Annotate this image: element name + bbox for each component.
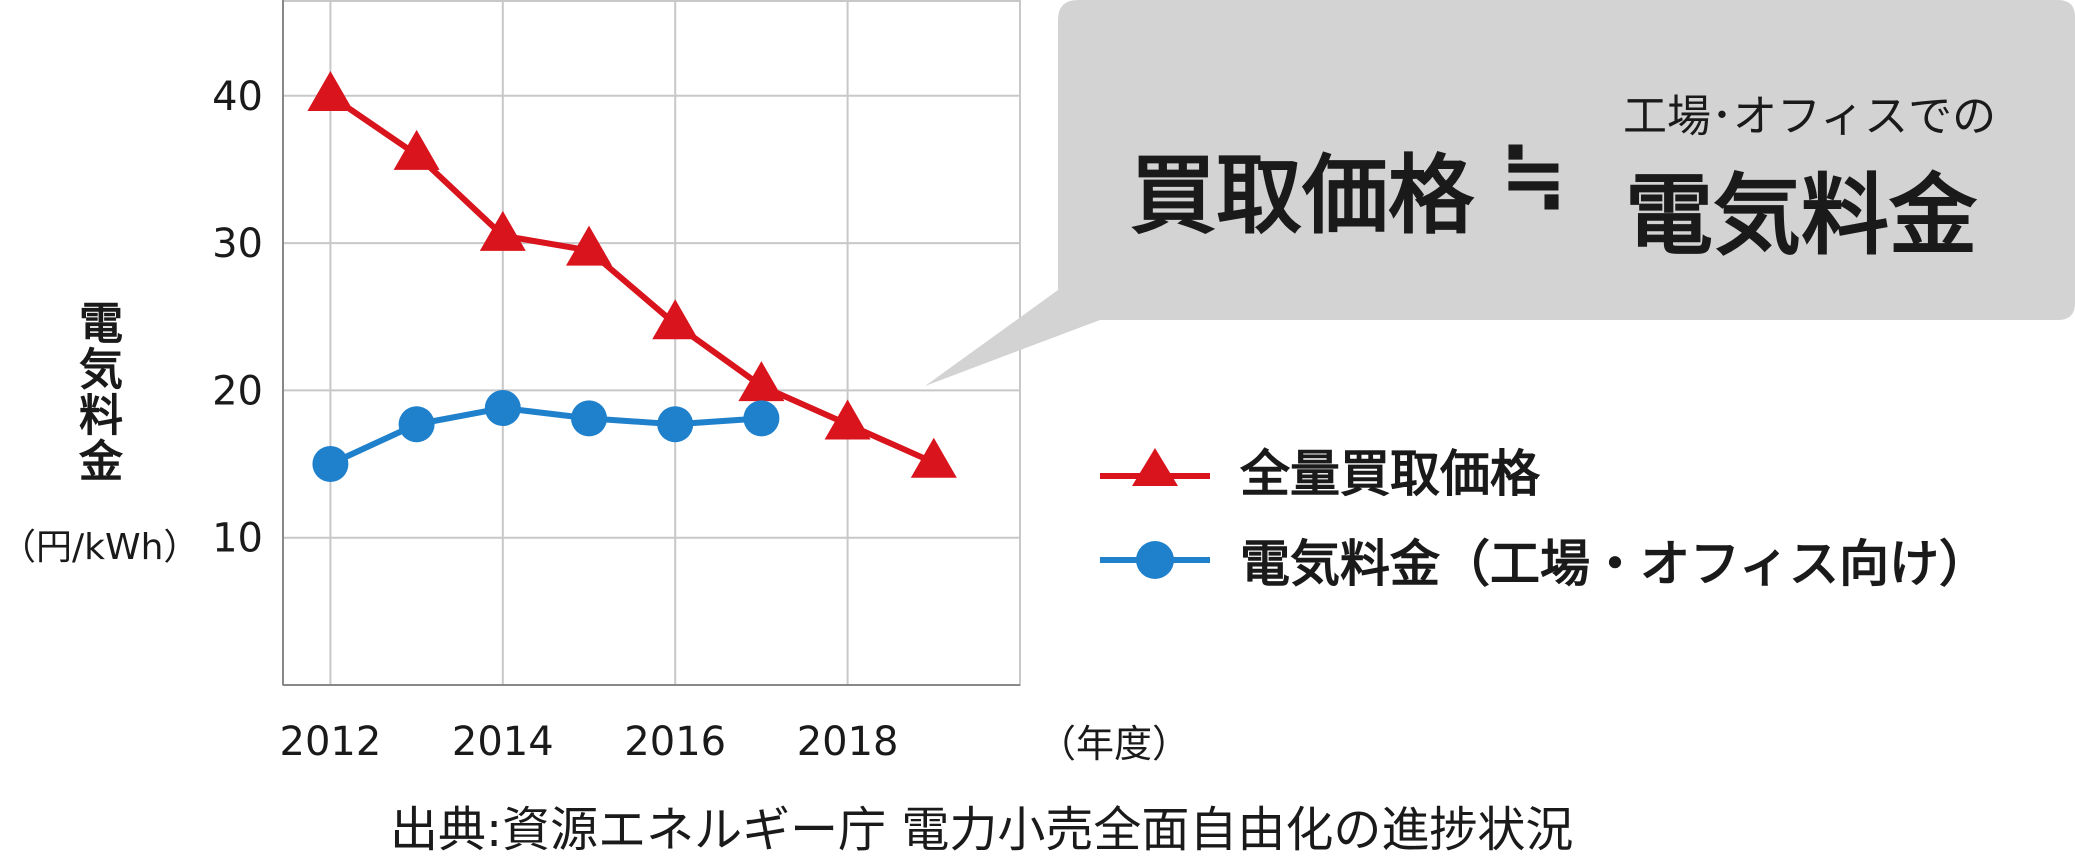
triangle-marker-icon [1100, 448, 1210, 486]
callout-purchase-price: 買取価格 [1130, 146, 1474, 246]
data-point-triangle [652, 299, 699, 340]
x-tick-label: 2016 [624, 719, 726, 765]
callout-electricity-fee: 電気料金 [1625, 164, 1978, 267]
y-axis-unit: （円/kWh） [0, 527, 200, 568]
source-citation: 出典:資源エネルギー庁 電力小売全面自由化の進捗状況 [390, 802, 1574, 858]
data-point-circle [571, 400, 608, 437]
data-point-circle [398, 406, 435, 443]
y-tick-label: 20 [212, 368, 263, 414]
legend-label: 電気料金（工場・オフィス向け） [1240, 535, 1989, 593]
approx-equal-symbol: ≒ [1500, 128, 1568, 221]
data-point-triangle [910, 437, 957, 478]
legend-label: 全量買取価格 [1240, 445, 1540, 503]
y-tick-label: 40 [212, 74, 263, 120]
data-point-triangle [393, 129, 440, 170]
data-point-circle [743, 400, 780, 437]
data-point-triangle [479, 210, 526, 251]
x-axis-label: （年度） [1038, 722, 1191, 766]
data-point-circle [312, 446, 349, 483]
data-point-triangle [307, 70, 354, 111]
x-tick-label: 2014 [452, 719, 554, 765]
data-point-circle [484, 390, 521, 427]
circle-marker-icon [1100, 541, 1210, 579]
data-point-triangle [738, 361, 785, 402]
legend-item-electricity-fee: 電気料金（工場・オフィス向け） [1100, 515, 1989, 605]
legend: 全量買取価格 電気料金（工場・オフィス向け） [1100, 425, 1989, 605]
data-point-triangle [824, 399, 871, 440]
data-point-triangle [566, 225, 613, 266]
callout-subtitle: 工場･オフィスでの [1623, 91, 1997, 142]
x-tick-label: 2018 [797, 719, 899, 765]
y-tick-label: 30 [212, 221, 263, 267]
x-tick-label: 2012 [280, 719, 382, 765]
data-point-circle [657, 406, 694, 443]
y-tick-label: 10 [212, 516, 263, 562]
y-axis-label: 電気料金 [71, 300, 122, 484]
legend-item-purchase-price: 全量買取価格 [1100, 425, 1989, 515]
